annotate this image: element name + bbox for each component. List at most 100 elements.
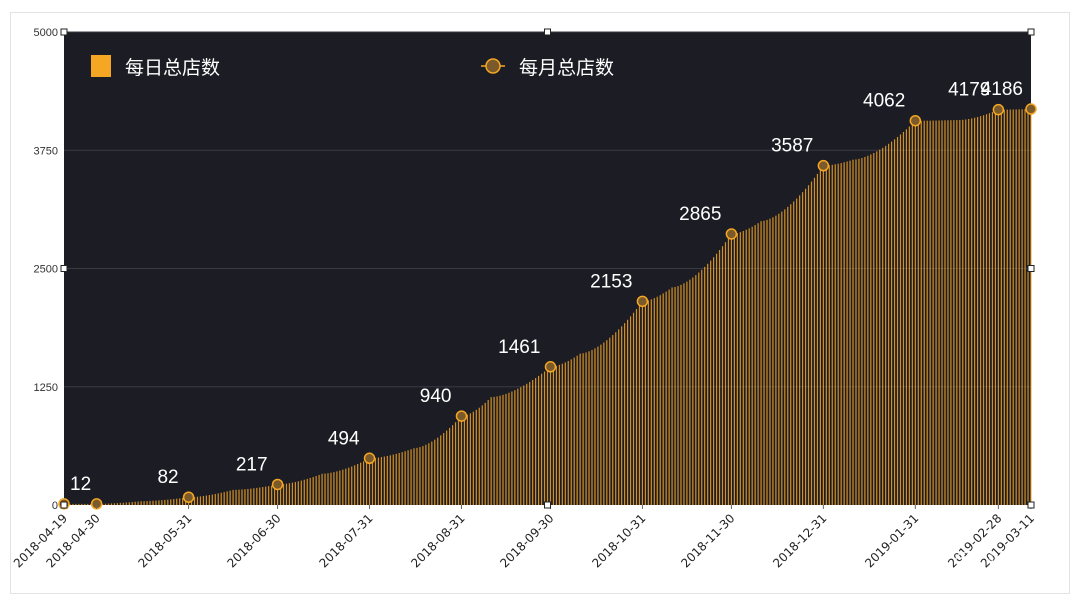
daily-bar <box>594 348 596 505</box>
resize-handle <box>60 501 68 509</box>
daily-bar <box>365 459 368 505</box>
daily-bar <box>840 163 842 505</box>
daily-bar <box>796 198 798 505</box>
daily-bar <box>597 346 599 505</box>
daily-bar <box>422 446 424 505</box>
daily-bar <box>208 495 210 505</box>
daily-bar <box>520 387 522 505</box>
daily-bar <box>730 233 733 505</box>
monthly-point <box>182 491 195 503</box>
daily-bar <box>288 483 291 505</box>
daily-bar <box>801 192 804 506</box>
daily-bar <box>982 115 985 506</box>
daily-bar <box>395 453 397 505</box>
daily-bar <box>813 177 816 505</box>
daily-bar <box>214 493 216 505</box>
daily-bar <box>425 444 427 505</box>
daily-bar <box>81 503 83 505</box>
daily-bar <box>799 195 801 505</box>
daily-bar <box>342 469 344 505</box>
daily-bar <box>715 253 718 505</box>
daily-bar <box>496 396 498 505</box>
daily-bar <box>478 407 480 505</box>
daily-bar <box>262 487 264 505</box>
daily-bar <box>475 409 477 505</box>
daily-bar <box>888 143 890 505</box>
daily-bar <box>585 352 587 505</box>
daily-bar <box>511 391 513 505</box>
y-tick-label: 3750 <box>34 145 58 157</box>
monthly-point <box>636 295 649 308</box>
daily-bar <box>443 433 445 505</box>
data-label: 82 <box>157 467 178 488</box>
daily-bar <box>460 416 463 505</box>
daily-bar <box>285 483 288 505</box>
daily-bar <box>253 488 255 505</box>
daily-bar <box>303 479 305 505</box>
daily-bar <box>259 487 261 505</box>
daily-bar <box>182 498 184 505</box>
daily-bar <box>407 450 409 505</box>
daily-bar <box>742 231 744 505</box>
daily-bar <box>152 500 154 505</box>
daily-bar <box>606 340 608 505</box>
daily-bar <box>582 353 584 505</box>
daily-bar <box>804 188 807 505</box>
x-tick-label: 2018-11-30 <box>678 511 737 570</box>
daily-bar <box>692 277 694 505</box>
daily-bar <box>985 114 988 506</box>
daily-bar <box>538 375 540 505</box>
daily-bar <box>502 394 504 505</box>
daily-bar <box>721 246 724 506</box>
resize-handle <box>1027 28 1035 36</box>
daily-bar <box>991 112 994 506</box>
daily-bar <box>389 455 391 505</box>
x-tick-label: 2018-10-31 <box>589 511 648 570</box>
daily-bar <box>116 503 118 505</box>
daily-bar <box>695 275 697 505</box>
daily-bar <box>626 319 629 505</box>
daily-bar <box>87 503 89 505</box>
daily-bar <box>196 496 199 505</box>
daily-bar <box>119 502 121 505</box>
daily-bar <box>437 437 439 505</box>
daily-bar <box>784 209 786 506</box>
daily-bar <box>167 499 169 505</box>
monthly-point <box>271 478 284 491</box>
daily-bar <box>947 120 949 506</box>
daily-bar <box>339 470 341 505</box>
daily-bar <box>235 489 237 505</box>
daily-bar <box>979 116 982 505</box>
daily-bar <box>546 369 549 505</box>
daily-bar <box>404 451 406 505</box>
daily-bar <box>354 465 356 505</box>
daily-bar <box>867 155 869 505</box>
daily-bar <box>374 457 377 505</box>
daily-bar <box>739 232 741 506</box>
daily-bar <box>745 229 747 505</box>
daily-bar <box>110 503 113 505</box>
daily-bar <box>882 147 884 505</box>
daily-bar <box>775 215 777 505</box>
resize-handle <box>60 265 68 272</box>
daily-bar <box>819 169 821 505</box>
daily-bar <box>846 161 848 505</box>
daily-bar <box>463 415 466 505</box>
daily-bar <box>624 323 626 505</box>
x-tick-label: 2018-07-31 <box>316 511 375 570</box>
daily-bar <box>733 233 735 505</box>
monthly-point <box>817 159 830 172</box>
resize-handle <box>1027 501 1035 509</box>
daily-bar <box>834 164 836 506</box>
daily-bar <box>760 221 762 505</box>
daily-bar <box>591 349 593 505</box>
daily-bar <box>362 461 365 505</box>
daily-bar <box>383 456 385 505</box>
daily-bar <box>351 466 353 505</box>
daily-bar <box>977 116 979 506</box>
daily-bar <box>327 473 329 505</box>
daily-bar <box>244 489 246 505</box>
daily-bar <box>134 501 136 505</box>
daily-bar <box>600 344 602 505</box>
daily-bar <box>398 453 400 505</box>
